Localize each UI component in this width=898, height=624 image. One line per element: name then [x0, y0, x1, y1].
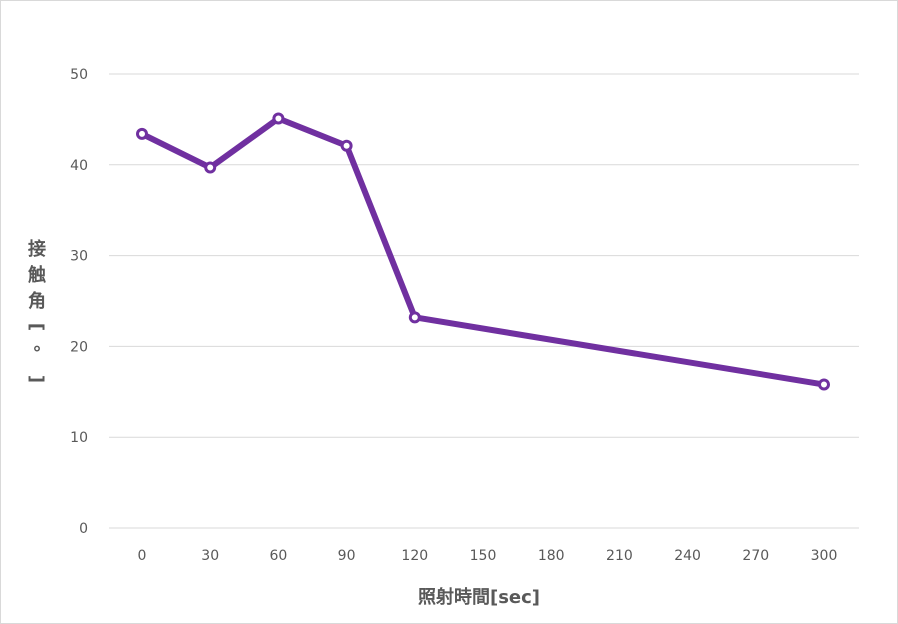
- data-point-marker: [818, 378, 830, 391]
- data-point-marker: [408, 311, 421, 324]
- y-axis-title-char: [: [26, 323, 47, 331]
- y-axis-title-char: 角: [28, 290, 46, 312]
- x-tick-label: 240: [674, 548, 701, 564]
- y-axis-title-char: 触: [28, 264, 46, 286]
- data-point-marker: [204, 161, 217, 174]
- x-tick-label: 150: [470, 548, 497, 564]
- data-point-marker: [340, 139, 353, 152]
- y-tick-label: 50: [70, 67, 88, 83]
- y-tick-labels: 0 10 20 30 40 50: [70, 67, 88, 537]
- x-tick-label: 210: [606, 548, 633, 564]
- y-tick-label: 10: [70, 430, 88, 446]
- data-point-marker: [272, 112, 285, 125]
- y-tick-label: 40: [70, 158, 88, 174]
- y-axis-title-char: 接: [28, 238, 46, 260]
- x-tick-label: 300: [811, 548, 838, 564]
- y-tick-label: 30: [70, 249, 88, 265]
- x-tick-label: 120: [401, 548, 428, 564]
- data-point-marker: [136, 127, 148, 140]
- x-tick-label: 90: [338, 548, 356, 564]
- x-tick-label: 30: [201, 548, 219, 564]
- y-axis-title-char: °: [33, 343, 42, 364]
- x-tick-label: 270: [742, 548, 769, 564]
- gridlines: [109, 73, 859, 529]
- y-axis-title: 接触角 [ °]: [26, 238, 47, 383]
- x-tick-label: 0: [138, 548, 147, 564]
- y-tick-label: 0: [79, 521, 88, 537]
- series-layer: [136, 112, 830, 391]
- x-tick-label: 180: [538, 548, 565, 564]
- y-tick-label: 20: [70, 339, 88, 355]
- x-tick-labels: 0 30 60 90 120 150 180 210 240 270 300: [138, 548, 838, 564]
- y-axis-title-char: ]: [26, 375, 47, 383]
- x-tick-label: 60: [269, 548, 287, 564]
- series-line: [139, 115, 827, 388]
- x-axis-title: 照射時間[sec]: [418, 586, 540, 608]
